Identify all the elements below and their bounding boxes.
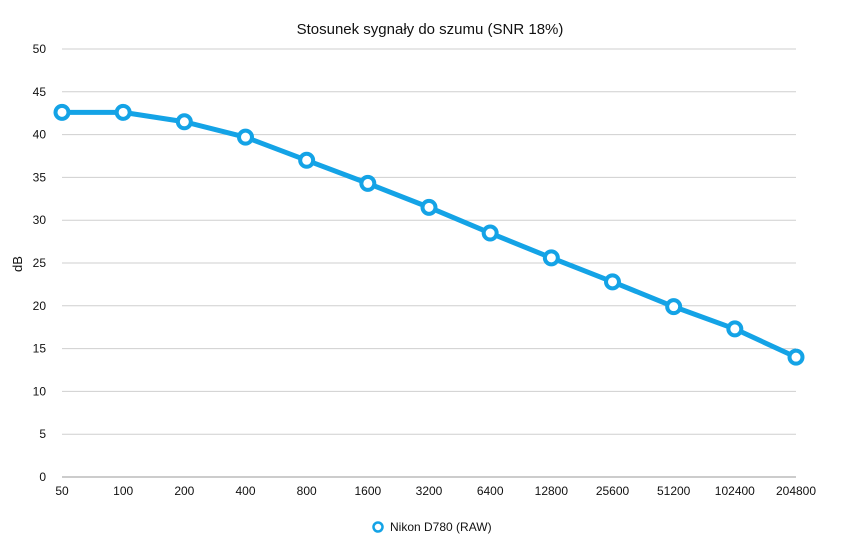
x-tick-label: 1600 bbox=[354, 484, 381, 498]
x-tick-label: 25600 bbox=[596, 484, 630, 498]
data-point bbox=[665, 298, 683, 316]
data-point bbox=[726, 320, 744, 338]
data-point bbox=[481, 224, 499, 242]
y-tick-label: 35 bbox=[33, 170, 47, 184]
y-tick-label: 30 bbox=[33, 213, 47, 227]
series-layer bbox=[53, 103, 805, 366]
y-tick-label: 5 bbox=[39, 427, 46, 441]
data-point bbox=[420, 198, 438, 216]
x-tick-label: 50 bbox=[55, 484, 69, 498]
y-tick-label: 15 bbox=[33, 342, 47, 356]
x-tick-label: 800 bbox=[297, 484, 317, 498]
data-point bbox=[359, 174, 377, 192]
legend-marker-icon bbox=[372, 521, 384, 533]
chart-title: Stosunek sygnały do szumu (SNR 18%) bbox=[297, 21, 564, 38]
y-tick-label: 0 bbox=[39, 470, 46, 484]
x-axis-ticks: 50 100 200 400 800 1600 3200 6400 12800 25600 5120… bbox=[55, 484, 816, 498]
y-tick-label: 45 bbox=[33, 85, 47, 99]
series-line bbox=[59, 109, 799, 360]
legend: Nikon D780 (RAW) bbox=[372, 520, 492, 534]
y-axis-ticks: 0 5 10 15 20 25 30 35 40 45 50 bbox=[33, 42, 47, 484]
y-tick-label: 50 bbox=[33, 42, 47, 56]
data-point bbox=[114, 103, 132, 121]
x-tick-label: 204800 bbox=[776, 484, 816, 498]
data-point bbox=[542, 249, 560, 267]
y-tick-label: 10 bbox=[33, 384, 47, 398]
x-tick-label: 6400 bbox=[477, 484, 504, 498]
legend-label: Nikon D780 (RAW) bbox=[390, 520, 492, 534]
x-tick-label: 3200 bbox=[416, 484, 443, 498]
data-point bbox=[604, 273, 621, 291]
x-tick-label: 100 bbox=[113, 484, 133, 498]
y-tick-label: 20 bbox=[33, 299, 47, 313]
y-axis-label: dB bbox=[10, 256, 25, 272]
y-tick-label: 40 bbox=[33, 128, 47, 142]
data-point bbox=[53, 103, 71, 121]
grid-lines bbox=[62, 48, 796, 478]
y-tick-label: 25 bbox=[33, 256, 47, 270]
data-point bbox=[175, 113, 193, 131]
x-tick-label: 51200 bbox=[657, 484, 691, 498]
data-point bbox=[298, 151, 316, 169]
data-point bbox=[787, 348, 805, 366]
x-tick-label: 102400 bbox=[715, 484, 755, 498]
data-point bbox=[237, 128, 254, 146]
x-tick-label: 200 bbox=[174, 484, 194, 498]
x-tick-label: 400 bbox=[235, 484, 255, 498]
x-tick-label: 12800 bbox=[535, 484, 569, 498]
